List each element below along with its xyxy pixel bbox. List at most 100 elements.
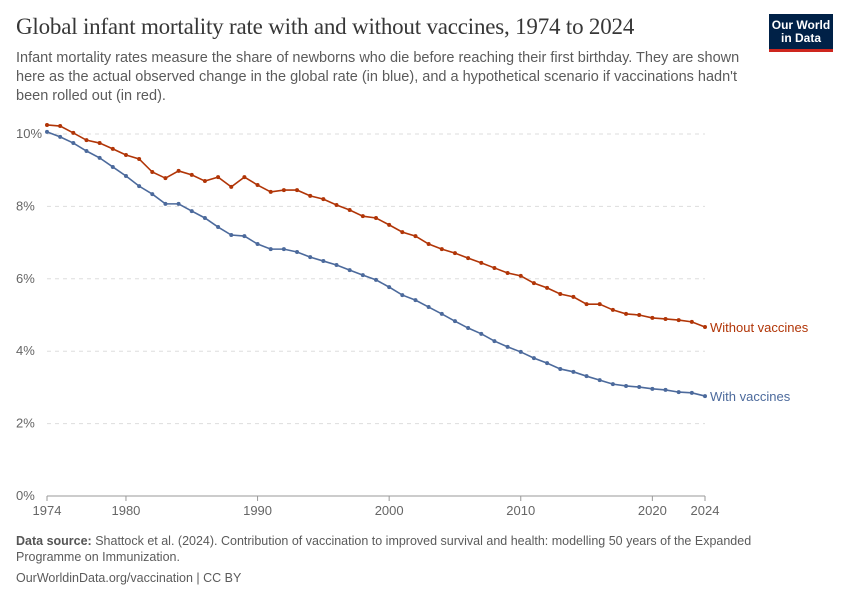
data-point xyxy=(163,201,168,206)
data-point xyxy=(347,208,352,213)
data-point xyxy=(466,256,471,261)
data-point xyxy=(150,170,155,175)
x-tick-label: 2024 xyxy=(691,503,720,518)
data-point xyxy=(400,230,405,235)
data-point xyxy=(97,141,102,146)
data-point xyxy=(545,361,550,366)
data-point xyxy=(163,176,168,181)
line-chart: 0% 2% 4% 6% 8% 10% 1974 1980 1990 2000 2010 2020 202… xyxy=(16,122,809,518)
source-text: Shattock et al. (2024). Contribution of … xyxy=(16,534,752,564)
data-point xyxy=(137,156,142,161)
data-point xyxy=(216,225,221,230)
x-tick-label: 2010 xyxy=(506,503,535,518)
series-label: Without vaccines xyxy=(710,320,809,335)
data-point xyxy=(360,273,365,278)
data-point xyxy=(202,179,207,184)
data-point xyxy=(624,311,629,316)
data-point xyxy=(97,155,102,160)
y-tick-label: 10% xyxy=(16,126,42,141)
data-point xyxy=(176,201,181,206)
data-point xyxy=(387,222,392,227)
data-point xyxy=(637,385,642,390)
x-tick-label: 2020 xyxy=(638,503,667,518)
data-point xyxy=(439,247,444,252)
data-point xyxy=(426,242,431,247)
data-point xyxy=(202,215,207,220)
data-point xyxy=(321,259,326,264)
y-tick-label: 4% xyxy=(16,343,35,358)
data-point xyxy=(571,294,576,299)
data-point xyxy=(268,189,273,194)
x-tick-label: 1974 xyxy=(33,503,62,518)
data-point xyxy=(58,124,63,129)
data-point xyxy=(676,390,681,395)
data-point xyxy=(360,214,365,219)
data-point xyxy=(229,232,234,237)
data-point xyxy=(571,369,576,374)
data-point xyxy=(492,339,497,344)
data-point xyxy=(255,183,260,188)
data-point xyxy=(308,193,313,198)
y-tick-label: 2% xyxy=(16,416,35,431)
data-point xyxy=(650,386,655,391)
data-point xyxy=(334,202,339,207)
data-point xyxy=(347,268,352,273)
chart-title: Global infant mortality rate with and wi… xyxy=(16,14,635,39)
data-point xyxy=(374,215,378,220)
data-point xyxy=(558,292,563,297)
y-tick-label: 0% xyxy=(16,488,35,503)
data-point xyxy=(71,141,76,146)
data-point xyxy=(610,382,615,387)
data-point xyxy=(374,277,378,282)
data-point xyxy=(110,146,115,151)
data-point xyxy=(505,271,510,276)
data-point xyxy=(413,298,418,303)
data-point xyxy=(308,255,313,260)
data-point xyxy=(597,378,602,383)
data-point xyxy=(703,394,707,399)
data-point xyxy=(387,285,392,290)
data-point xyxy=(505,344,510,349)
data-point xyxy=(676,318,681,323)
data-point xyxy=(281,188,286,193)
series-line-without-vaccines xyxy=(46,124,706,328)
data-point xyxy=(321,197,326,202)
data-point xyxy=(255,242,260,247)
data-point xyxy=(110,164,115,169)
license-link[interactable]: OurWorldinData.org/vaccination | CC BY xyxy=(16,571,242,585)
logo-text: Our World in Data xyxy=(771,18,831,45)
data-point xyxy=(71,130,76,135)
series-label: With vaccines xyxy=(710,389,791,404)
data-point xyxy=(84,138,89,143)
data-point xyxy=(663,316,668,321)
data-point xyxy=(545,285,550,290)
data-point xyxy=(531,356,536,361)
data-point xyxy=(439,311,444,316)
data-source: Data source: Shattock et al. (2024). Con… xyxy=(16,533,776,565)
data-point xyxy=(45,129,49,134)
data-point xyxy=(176,168,181,173)
data-point xyxy=(242,234,247,239)
data-point xyxy=(413,234,418,239)
data-point xyxy=(689,319,694,324)
x-tick-label: 1990 xyxy=(243,503,272,518)
data-point xyxy=(426,305,431,310)
data-point xyxy=(610,307,615,312)
data-point xyxy=(84,149,89,154)
data-point xyxy=(137,184,142,189)
data-point xyxy=(518,349,523,354)
data-point xyxy=(452,251,457,256)
data-point xyxy=(123,152,128,157)
data-point xyxy=(584,374,589,379)
data-point xyxy=(189,209,194,214)
owid-logo[interactable]: Our World in Data xyxy=(769,14,833,52)
data-point xyxy=(45,122,49,127)
data-point xyxy=(400,293,405,298)
data-point xyxy=(123,173,128,178)
data-point xyxy=(268,247,273,252)
data-point xyxy=(479,331,484,336)
source-label: Data source: xyxy=(16,534,92,548)
data-point xyxy=(650,315,655,320)
data-point xyxy=(689,390,694,395)
data-point xyxy=(229,184,234,189)
